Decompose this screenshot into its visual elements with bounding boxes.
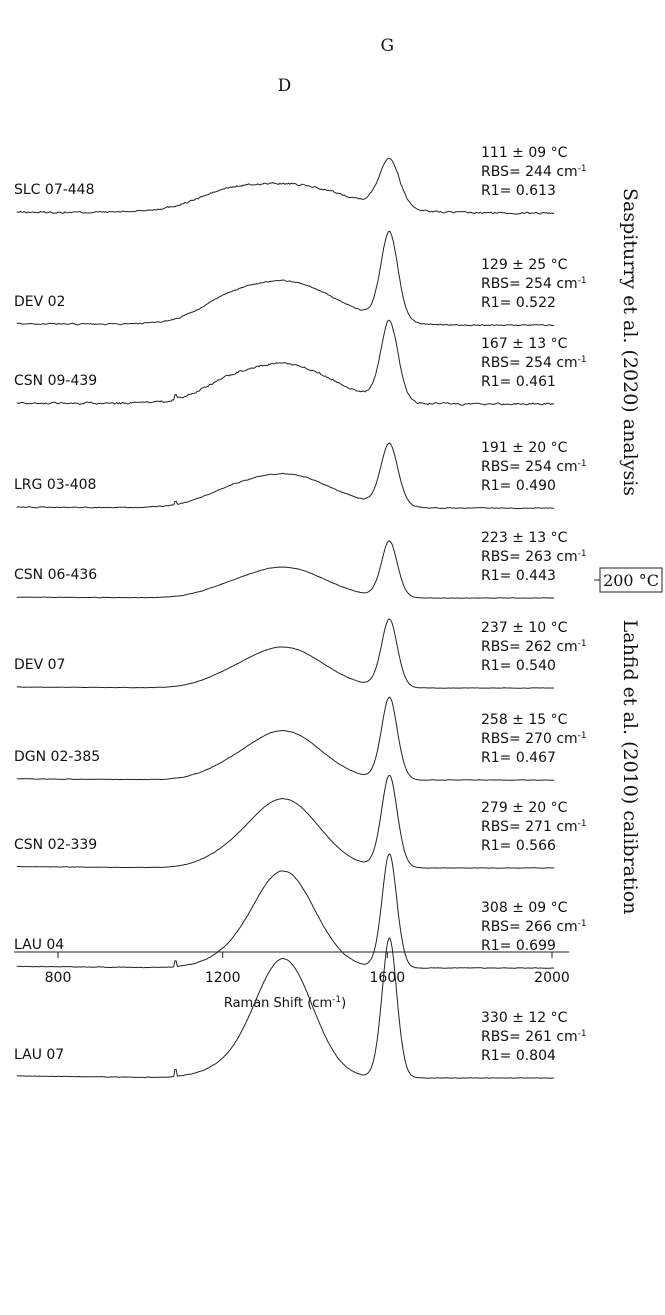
- x-axis-label: Raman Shift (cm-1): [224, 995, 346, 1011]
- spectrum-line: [16, 696, 555, 781]
- x-tick-label: 1200: [205, 970, 241, 986]
- spectrum-line: [16, 774, 555, 869]
- spectrum-line: [16, 230, 555, 327]
- side-label-lahfid: Lahfid et al. (2010) calibration: [619, 620, 641, 915]
- x-tick-label: 800: [45, 970, 72, 986]
- sample-label: SLC 07-448: [14, 182, 95, 198]
- sample-label: CSN 02-339: [14, 837, 97, 853]
- side-label-bottom: Lahfid et al. (2010) calibration: [619, 620, 641, 915]
- r1-label: R1= 0.522: [481, 295, 556, 311]
- peak-labels: DG: [278, 36, 395, 96]
- rbs-label: RBS= 254 cm-1: [481, 355, 587, 371]
- threshold-marker: 200 °C: [594, 567, 663, 593]
- rbs-label: RBS= 254 cm-1: [481, 276, 587, 292]
- spectrum-line: [16, 618, 555, 689]
- spectrum-line: [16, 853, 555, 969]
- rbs-label: RBS= 244 cm-1: [481, 164, 587, 180]
- threshold-box: [599, 567, 663, 593]
- rbs-label: RBS= 266 cm-1: [481, 919, 587, 935]
- x-axis-ticks: 800 1200 1600 2000: [45, 952, 570, 986]
- temperature-label: 223 ± 13 °C: [481, 530, 568, 546]
- r1-label: R1= 0.467: [481, 750, 556, 766]
- sample-label: DGN 02-385: [14, 749, 100, 765]
- rbs-label: RBS= 254 cm-1: [481, 459, 587, 475]
- rbs-label: RBS= 270 cm-1: [481, 731, 587, 747]
- spectra-group: [16, 157, 555, 1079]
- r1-label: R1= 0.699: [481, 938, 556, 954]
- temperature-label: 308 ± 09 °C: [481, 900, 568, 916]
- temperature-label: 129 ± 25 °C: [481, 257, 568, 273]
- spectrum-line: [16, 442, 555, 510]
- side-label-saspiturry: Saspiturry et al. (2020) analysis: [619, 188, 641, 496]
- x-tick-label: 2000: [534, 970, 570, 986]
- spectrum-line: [16, 540, 555, 599]
- rbs-label: RBS= 261 cm-1: [481, 1029, 587, 1045]
- r1-label: R1= 0.490: [481, 478, 556, 494]
- threshold-label: 200 °C: [603, 571, 659, 590]
- r1-label: R1= 0.461: [481, 374, 556, 390]
- sample-labels: SLC 07-448 DEV 02 CSN 09-439 LRG 03-408 CSN …: [14, 182, 100, 1063]
- sample-label: DEV 02: [14, 294, 65, 310]
- r1-label: R1= 0.613: [481, 183, 556, 199]
- r1-label: R1= 0.804: [481, 1048, 556, 1064]
- temperature-label: 258 ± 15 °C: [481, 712, 568, 728]
- sample-label: CSN 09-439: [14, 373, 97, 389]
- r1-label: R1= 0.443: [481, 568, 556, 584]
- temperature-label: 111 ± 09 °C: [481, 145, 568, 161]
- temperature-label: 191 ± 20 °C: [481, 440, 568, 456]
- sample-label: LRG 03-408: [14, 477, 96, 493]
- rbs-label: RBS= 271 cm-1: [481, 819, 587, 835]
- sample-label: LAU 04: [14, 937, 64, 953]
- sample-label: CSN 06-436: [14, 567, 97, 583]
- temperature-label: 330 ± 12 °C: [481, 1010, 568, 1026]
- side-label-top: Saspiturry et al. (2020) analysis: [619, 188, 641, 496]
- spectrum-line: [16, 937, 555, 1079]
- r1-label: R1= 0.566: [481, 838, 556, 854]
- annotations: 111 ± 09 °C RBS= 244 cm-1 R1= 0.613 129 ± 2…: [481, 145, 587, 1064]
- temperature-label: 167 ± 13 °C: [481, 336, 568, 352]
- peak-label-d: D: [278, 76, 292, 96]
- temperature-label: 237 ± 10 °C: [481, 620, 568, 636]
- spectrum-line: [16, 319, 555, 406]
- rbs-label: RBS= 263 cm-1: [481, 549, 587, 565]
- x-axis: 800 1200 1600 2000 Raman Shift (cm-1): [14, 951, 570, 1011]
- r1-label: R1= 0.540: [481, 658, 556, 674]
- spectrum-line: [16, 157, 555, 215]
- rbs-label: RBS= 262 cm-1: [481, 639, 587, 655]
- temperature-label: 279 ± 20 °C: [481, 800, 568, 816]
- sample-label: DEV 07: [14, 657, 65, 673]
- peak-label-g: G: [381, 36, 395, 56]
- sample-label: LAU 07: [14, 1047, 64, 1063]
- x-tick-label: 1600: [370, 970, 406, 986]
